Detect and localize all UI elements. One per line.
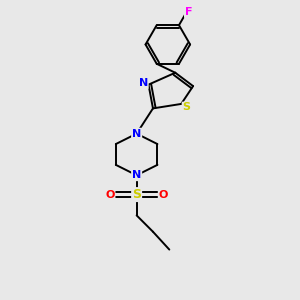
Text: S: S bbox=[132, 188, 141, 201]
Text: O: O bbox=[105, 190, 115, 200]
Text: N: N bbox=[139, 78, 148, 88]
Text: F: F bbox=[185, 7, 192, 17]
Text: N: N bbox=[132, 129, 141, 139]
Text: N: N bbox=[132, 170, 141, 180]
Text: O: O bbox=[159, 190, 168, 200]
Text: S: S bbox=[183, 103, 190, 112]
